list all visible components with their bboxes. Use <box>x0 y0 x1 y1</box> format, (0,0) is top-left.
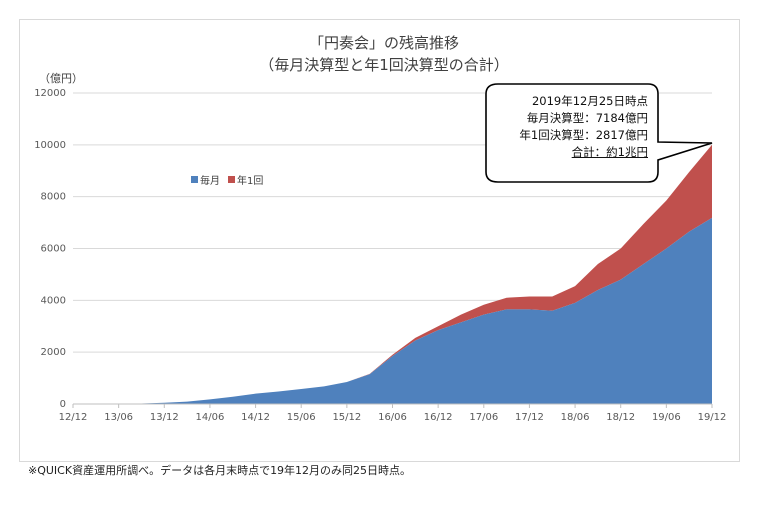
x-tick-label: 17/12 <box>515 412 544 423</box>
x-tick-label: 15/06 <box>287 412 316 423</box>
x-tick-label: 13/06 <box>104 412 133 423</box>
footnote: ※QUICK資産運用所調べ。データは各月末時点で19年12月のみ同25日時点。 <box>28 464 412 477</box>
x-tick-label: 15/12 <box>332 412 361 423</box>
callout-monthly: 毎月決算型：7184億円 <box>526 111 648 125</box>
x-tick-label: 17/06 <box>469 412 498 423</box>
y-tick-label: 6000 <box>41 244 66 255</box>
x-tick-label: 16/12 <box>424 412 453 423</box>
legend-label-annual: 年1回 <box>237 176 264 187</box>
y-tick-label: 12000 <box>34 88 66 99</box>
legend-swatch-monthly <box>191 176 198 183</box>
callout-date: 2019年12月25日時点 <box>531 94 648 108</box>
chart-title-line2: （毎月決算型と年1回決算型の合計） <box>259 56 509 74</box>
y-tick-label: 0 <box>60 399 66 410</box>
callout-total: 合計：約1兆円 <box>571 145 648 159</box>
legend-label-monthly: 毎月 <box>200 176 220 187</box>
area-monthly <box>73 217 712 404</box>
y-tick-label: 8000 <box>41 192 66 203</box>
x-tick-label: 12/12 <box>59 412 88 423</box>
x-tick-label: 18/12 <box>606 412 635 423</box>
x-tick-label: 19/12 <box>698 412 727 423</box>
x-tick-label: 13/12 <box>150 412 179 423</box>
y-tick-label: 4000 <box>41 295 66 306</box>
callout-annual: 年1回決算型：2817億円 <box>519 128 648 142</box>
chart-title-line1: 「円奏会」の残高推移 <box>308 34 459 52</box>
x-tick-label: 16/06 <box>378 412 407 423</box>
callout-text: 2019年12月25日時点 毎月決算型：7184億円 年1回決算型：2817億円… <box>488 93 648 161</box>
y-tick-label: 2000 <box>41 347 66 358</box>
legend: 毎月 年1回 <box>191 172 263 187</box>
legend-item-annual: 年1回 <box>228 172 263 187</box>
y-tick-label: 10000 <box>34 140 66 151</box>
x-tick-label: 18/06 <box>561 412 590 423</box>
axes: 0 2000 4000 6000 8000 10000 12000 12/12 13/06 13/… <box>34 88 726 423</box>
y-axis-unit-label: （億円） <box>39 72 83 85</box>
x-tick-label: 14/06 <box>196 412 225 423</box>
area-series <box>73 144 712 404</box>
x-tick-label: 14/12 <box>241 412 270 423</box>
legend-swatch-annual <box>228 176 235 183</box>
x-tick-label: 19/06 <box>652 412 681 423</box>
legend-item-monthly: 毎月 <box>191 172 220 187</box>
